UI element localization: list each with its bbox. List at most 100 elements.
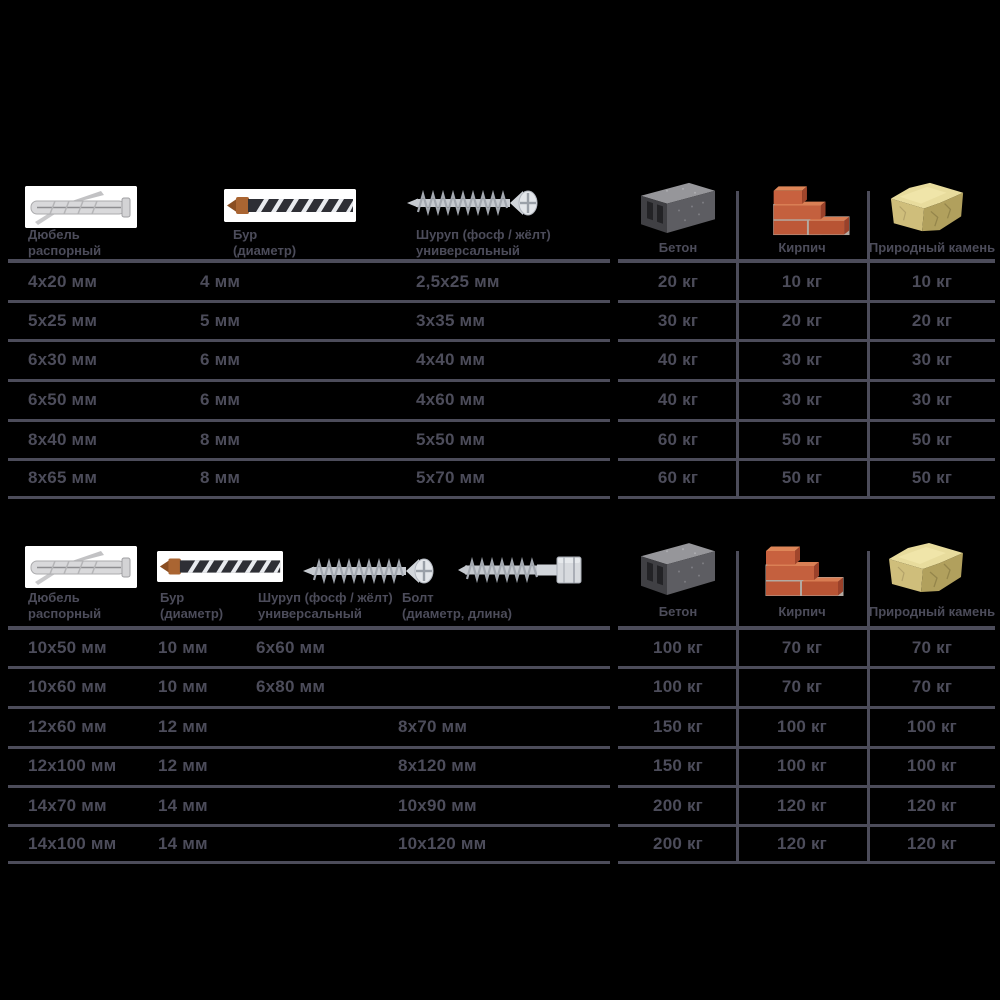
cell-dowel-size: 8x40 мм — [28, 430, 98, 449]
column-header-screw-line2: универсальный — [416, 243, 520, 258]
row-divider — [8, 785, 610, 788]
cell-load-concrete: 20 кг — [657, 272, 699, 291]
cell-load-brick: 50 кг — [781, 468, 823, 487]
column-header-dowel: Дюбель распорный — [28, 227, 101, 259]
row-divider — [8, 824, 610, 827]
row-divider — [618, 706, 995, 709]
cell-screw-size: 6x80 мм — [256, 677, 326, 696]
natural-stone-image — [884, 539, 968, 597]
cell-bolt-size: 8x120 мм — [398, 756, 477, 775]
cell-load-stone: 120 кг — [907, 796, 957, 815]
column-header-screw-line2: универсальный — [258, 606, 362, 621]
cell-drill-diameter: 8 мм — [200, 430, 241, 449]
cell-dowel-size: 4x20 мм — [28, 272, 98, 291]
row-divider — [8, 458, 610, 461]
column-header-bolt-line2: (диаметр, длина) — [402, 606, 512, 621]
column-header-concrete: Бетон — [658, 240, 698, 255]
cell-load-concrete: 200 кг — [653, 796, 703, 815]
column-header-drill-line2: (диаметр) — [233, 243, 297, 258]
drill-bit-image — [224, 189, 356, 222]
cell-dowel-size: 12x100 мм — [28, 756, 117, 775]
cell-load-stone: 100 кг — [907, 756, 957, 775]
brick-image — [750, 536, 844, 598]
cell-load-brick: 100 кг — [777, 756, 827, 775]
column-divider — [867, 191, 870, 499]
column-header-drill-line1: Бур — [233, 227, 258, 242]
cell-screw-size: 2,5x25 мм — [416, 272, 500, 291]
cell-load-stone: 70 кг — [911, 677, 953, 696]
brick-image — [758, 176, 850, 237]
row-divider — [618, 785, 995, 788]
column-divider — [867, 551, 870, 864]
column-header-drill-line1: Бур — [160, 590, 185, 605]
row-divider — [8, 666, 610, 669]
cell-dowel-size: 8x65 мм — [28, 468, 98, 487]
column-header-stone: Природный камень — [868, 240, 996, 255]
cell-load-concrete: 150 кг — [653, 756, 703, 775]
column-header-screw-line1: Шуруп (фосф / жёлт) — [416, 227, 551, 242]
cell-load-brick: 10 кг — [781, 272, 823, 291]
column-header-dowel-line1: Дюбель — [28, 227, 80, 242]
cell-load-concrete: 60 кг — [657, 468, 699, 487]
cell-load-concrete: 100 кг — [653, 638, 703, 657]
cell-screw-size: 5x70 мм — [416, 468, 486, 487]
cell-screw-size: 3x35 мм — [416, 311, 486, 330]
cell-dowel-size: 12x60 мм — [28, 717, 107, 736]
cell-load-stone: 70 кг — [911, 638, 953, 657]
column-header-screw: Шуруп (фосф / жёлт) универсальный — [258, 590, 393, 622]
cell-load-stone: 50 кг — [911, 468, 953, 487]
cell-load-brick: 30 кг — [781, 390, 823, 409]
cell-drill-diameter: 12 мм — [158, 756, 208, 775]
cell-load-stone: 10 кг — [911, 272, 953, 291]
row-divider — [8, 706, 610, 709]
column-divider — [736, 551, 739, 864]
column-header-dowel-line2: распорный — [28, 606, 102, 621]
cell-load-stone: 30 кг — [911, 350, 953, 369]
cell-load-brick: 120 кг — [777, 834, 827, 853]
column-header-screw-line1: Шуруп (фосф / жёлт) — [258, 590, 393, 605]
dowel-image — [25, 546, 137, 588]
row-divider — [618, 300, 995, 303]
cell-bolt-size: 10x120 мм — [398, 834, 487, 853]
cell-load-brick: 50 кг — [781, 430, 823, 449]
cell-dowel-size: 6x50 мм — [28, 390, 98, 409]
row-divider — [8, 300, 610, 303]
universal-screw-image — [406, 188, 548, 218]
cell-load-stone: 50 кг — [911, 430, 953, 449]
cell-screw-size: 4x60 мм — [416, 390, 486, 409]
row-divider — [618, 824, 995, 827]
cell-bolt-size: 8x70 мм — [398, 717, 468, 736]
header-divider — [8, 259, 610, 263]
dowel-image — [25, 186, 137, 228]
table-bottom-divider — [8, 861, 610, 864]
row-divider — [8, 339, 610, 342]
column-header-bolt: Болт (диаметр, длина) — [402, 590, 512, 622]
cell-load-concrete: 30 кг — [657, 311, 699, 330]
cell-load-stone: 30 кг — [911, 390, 953, 409]
cell-load-concrete: 60 кг — [657, 430, 699, 449]
column-header-screw: Шуруп (фосф / жёлт) универсальный — [416, 227, 551, 259]
column-header-bolt-line1: Болт — [402, 590, 434, 605]
header-divider — [618, 626, 995, 630]
natural-stone-image — [886, 179, 968, 236]
row-divider — [8, 419, 610, 422]
cell-drill-diameter: 8 мм — [200, 468, 241, 487]
column-header-brick: Кирпич — [778, 604, 826, 619]
cell-drill-diameter: 14 мм — [158, 796, 208, 815]
cell-load-brick: 70 кг — [781, 638, 823, 657]
cell-drill-diameter: 4 мм — [200, 272, 241, 291]
cell-drill-diameter: 10 мм — [158, 677, 208, 696]
cell-load-stone: 100 кг — [907, 717, 957, 736]
row-divider — [618, 419, 995, 422]
row-divider — [8, 379, 610, 382]
cell-load-brick: 20 кг — [781, 311, 823, 330]
row-divider — [618, 339, 995, 342]
column-header-brick: Кирпич — [778, 240, 826, 255]
table-bottom-divider — [618, 861, 995, 864]
column-divider — [736, 191, 739, 499]
cell-load-concrete: 40 кг — [657, 350, 699, 369]
cell-screw-size: 5x50 мм — [416, 430, 486, 449]
cell-load-concrete: 100 кг — [653, 677, 703, 696]
cell-dowel-size: 10x50 мм — [28, 638, 107, 657]
